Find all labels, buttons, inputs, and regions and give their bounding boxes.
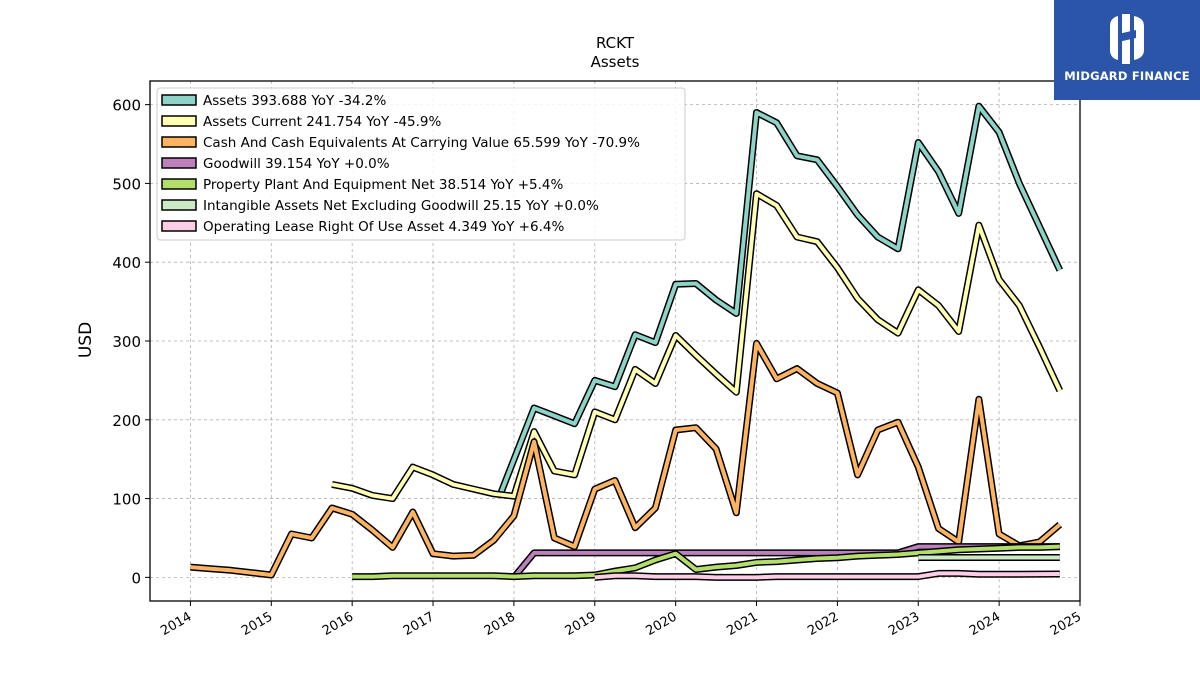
legend-label-3: Goodwill 39.154 YoY +0.0% <box>203 156 390 172</box>
legend-swatch-5 <box>161 199 197 211</box>
y-tick-label: 100 <box>112 491 141 509</box>
x-tick-label: 2021 <box>724 609 760 639</box>
x-tick-label: 2024 <box>967 609 1003 639</box>
legend: Assets 393.688 YoY -34.2% Assets Current … <box>156 87 686 241</box>
series-4-line <box>352 544 1060 579</box>
x-tick-label: 2016 <box>320 609 356 639</box>
legend-swatch-6 <box>161 220 197 232</box>
x-tick-label: 2023 <box>886 609 922 639</box>
logo-text: MIDGARD FINANCE <box>1064 69 1190 83</box>
x-tick-label: 2020 <box>643 609 679 639</box>
brand-logo: MIDGARD FINANCE <box>1054 0 1200 100</box>
x-tick-label: 2019 <box>563 609 599 639</box>
y-tick-label: 400 <box>112 254 141 272</box>
legend-swatch-0 <box>161 94 197 106</box>
legend-label-4: Property Plant And Equipment Net 38.514 … <box>203 177 563 193</box>
series-2-line <box>190 341 1062 577</box>
x-tick-label: 2018 <box>482 609 518 639</box>
series-lines <box>190 102 1063 581</box>
y-tick-label: 0 <box>131 569 141 587</box>
x-tick-label: 2017 <box>401 609 437 639</box>
x-tick-label: 2014 <box>158 609 194 639</box>
y-tick-label: 200 <box>112 412 141 430</box>
chart-title: RCKT <box>596 34 635 52</box>
logo-mark-icon <box>1110 14 1144 64</box>
legend-swatch-3 <box>161 157 197 169</box>
y-tick-label: 500 <box>112 175 141 193</box>
x-tick-label: 2025 <box>1048 609 1084 639</box>
chart-subtitle: Assets <box>591 53 640 71</box>
series-1-line <box>331 191 1062 501</box>
legend-swatch-1 <box>161 115 197 127</box>
x-tick-label: 2015 <box>239 609 275 639</box>
legend-label-2: Cash And Cash Equivalents At Carrying Va… <box>203 135 640 151</box>
legend-swatch-4 <box>161 178 197 190</box>
series-0-line <box>498 104 1062 496</box>
legend-box <box>156 87 686 241</box>
legend-label-0: Assets 393.688 YoY -34.2% <box>203 93 387 109</box>
x-tick-label: 2022 <box>805 609 841 639</box>
y-tick-label: 600 <box>112 97 141 115</box>
legend-label-6: Operating Lease Right Of Use Asset 4.349… <box>203 219 564 235</box>
series-6-line <box>594 571 1060 580</box>
y-tick-label: 300 <box>112 333 141 351</box>
series-2-outline <box>190 339 1063 579</box>
legend-label-1: Assets Current 241.754 YoY -45.9% <box>203 114 442 130</box>
y-axis-label: USD <box>76 322 96 358</box>
legend-label-5: Intangible Assets Net Excluding Goodwill… <box>203 198 599 214</box>
legend-swatch-2 <box>161 136 197 148</box>
